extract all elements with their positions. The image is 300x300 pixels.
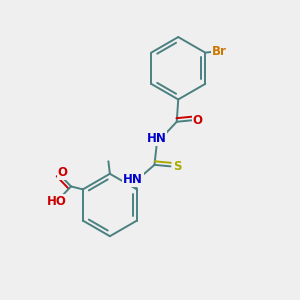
Text: S: S (173, 160, 181, 173)
Text: O: O (193, 114, 203, 127)
Text: HN: HN (147, 132, 166, 145)
Text: HN: HN (123, 173, 143, 186)
Text: HO: HO (47, 195, 67, 208)
Text: O: O (58, 166, 68, 179)
Text: Br: Br (212, 45, 227, 58)
